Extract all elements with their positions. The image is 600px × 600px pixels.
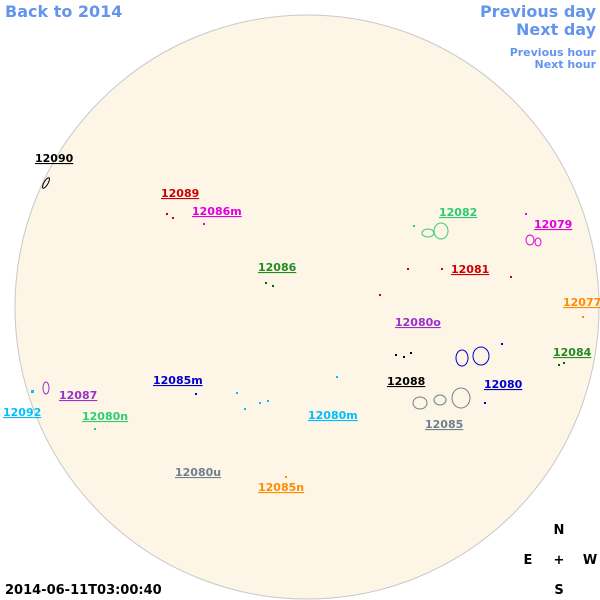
region-label: 12081 [451, 263, 489, 276]
region-label: 12080m [308, 409, 358, 422]
next-day-link[interactable]: Next day [516, 20, 597, 39]
sun-disk [14, 14, 600, 600]
region-label: 12077 [563, 296, 600, 309]
region-label: 12082 [439, 206, 477, 219]
region-label: 12087 [59, 389, 97, 402]
region-label: 12079 [534, 218, 572, 231]
compass-s: S [554, 583, 563, 598]
timestamp: 2014-06-11T03:00:40 [5, 583, 162, 598]
region-label: 12086 [258, 261, 297, 274]
region-label: 12085n [258, 481, 304, 494]
region-label: 12080 [484, 378, 523, 391]
region-label: 12085 [425, 418, 463, 431]
back-link[interactable]: Back to 2014 [5, 2, 122, 21]
compass-e: E [524, 553, 533, 568]
region-label: 12085m [153, 374, 203, 387]
region-label: 12088 [387, 375, 425, 388]
region-label: 12084 [553, 346, 592, 359]
compass-w: W [583, 553, 597, 568]
region-label: 12090 [35, 152, 74, 165]
sunspot-contours [42, 177, 542, 410]
sunspot-dots [31, 213, 584, 478]
next-hour-link[interactable]: Next hour [535, 58, 597, 71]
previous-day-link[interactable]: Previous day [480, 2, 597, 21]
region-label: 12080u [175, 466, 221, 479]
region-label: 12092 [3, 406, 41, 419]
region-label: 12086m [192, 205, 242, 218]
region-label: 12080o [395, 316, 441, 329]
compass-n: N [554, 523, 565, 538]
region-label: 12089 [161, 187, 199, 200]
region-label: 12080n [82, 410, 128, 423]
previous-hour-link[interactable]: Previous hour [510, 46, 597, 59]
compass-center: + [554, 553, 565, 568]
